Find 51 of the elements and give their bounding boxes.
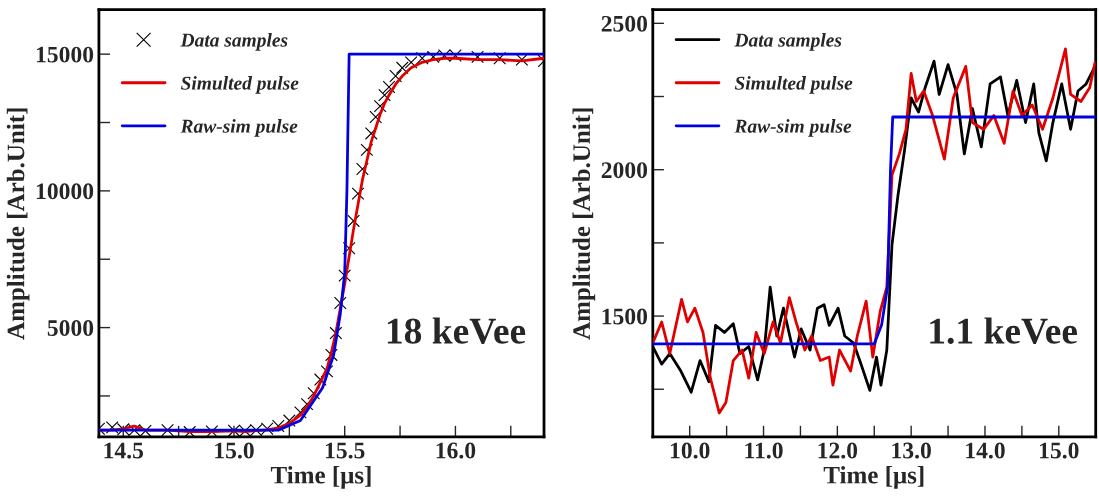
point [389,69,403,83]
x-tick-label: 10.0 [670,442,710,459]
x-tick-label: 15.5 [325,442,365,459]
x-tick-label: 11.0 [745,442,783,459]
x-axis-title: Time [μs] [823,466,924,489]
y-axis-title: Amplitude [Arb.Unit] [572,108,596,340]
point [294,405,307,419]
x-tick-label: 15.0 [215,442,254,459]
legend-label: Raw-sim pulse [180,119,298,137]
point [382,80,396,94]
legend-label: Data samples [734,33,842,51]
legend-label: Data samples [180,33,288,51]
y-tick-label: 5000 [47,320,94,337]
x-tick-label: 16.0 [436,442,476,459]
point [378,88,391,102]
point [329,326,343,340]
point [493,51,507,65]
point [360,143,374,157]
y-axis-title: Amplitude [Arb.Unit] [6,108,30,340]
point [161,423,174,437]
point [373,99,387,113]
point [282,414,296,427]
x-tick-label: 13.0 [892,442,931,459]
legend-label: Simulted pulse [734,76,853,94]
point [183,425,197,437]
point [307,386,321,400]
point [347,214,360,228]
y-tick-label: 10000 [36,183,94,200]
annotation: 18 keVee [387,317,526,344]
point [356,162,369,176]
annotation: 1.1 keVee [930,317,1078,344]
y-tick-label: 15000 [36,46,94,63]
point [395,61,409,75]
x-tick-label: 14.0 [966,442,1005,459]
y-tick-label: 2000 [601,162,648,179]
x-axis-title: Time [μs] [270,466,371,489]
y-tick-label: 2500 [601,15,648,32]
x-tick-label: 15.0 [1040,442,1079,459]
point [404,55,418,69]
y-tick-label: 1500 [602,308,648,325]
point [205,425,219,437]
line-series [652,115,1096,346]
legend-label: Simulted pulse [180,76,299,94]
point [351,187,365,200]
legend-label: Raw-sim pulse [734,119,852,137]
x-tick-label: 14.5 [104,442,144,459]
x-tick-label: 12.0 [818,442,858,459]
point [342,241,356,255]
point [369,110,383,124]
point [333,296,347,310]
point [471,50,484,64]
